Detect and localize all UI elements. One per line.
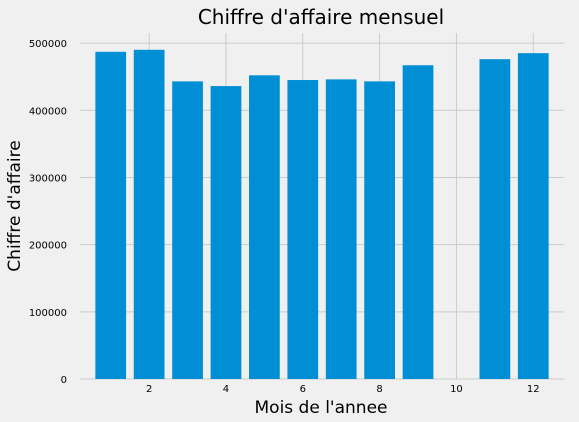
x-axis-label: Mois de l'annee bbox=[255, 398, 388, 418]
x-tick-label: 12 bbox=[527, 384, 540, 395]
chart-title: Chiffre d'affaire mensuel bbox=[198, 5, 444, 29]
y-tick-label: 400000 bbox=[29, 106, 67, 117]
bar bbox=[249, 75, 280, 380]
bar bbox=[210, 86, 242, 379]
bar bbox=[364, 81, 395, 380]
bar bbox=[402, 65, 434, 380]
y-tick-label: 300000 bbox=[29, 173, 67, 184]
bar bbox=[517, 53, 549, 380]
bar bbox=[479, 59, 511, 380]
bars bbox=[95, 49, 549, 380]
bar bbox=[133, 49, 165, 380]
x-tick-label: 10 bbox=[450, 384, 463, 395]
bar bbox=[287, 80, 319, 380]
y-tick-label: 500000 bbox=[29, 39, 67, 50]
bar bbox=[325, 79, 357, 379]
x-tick-label: 8 bbox=[376, 384, 382, 395]
y-axis-label: Chiffre d'affaire bbox=[5, 140, 25, 271]
y-tick-label: 0 bbox=[61, 375, 67, 386]
tick-labels: 0 100000 200000 300000 400000 500000 2 4 6 8 10 12 bbox=[29, 39, 540, 395]
x-tick-label: 4 bbox=[223, 384, 229, 395]
bar bbox=[95, 51, 127, 380]
x-tick-label: 6 bbox=[300, 384, 306, 395]
x-tick-label: 2 bbox=[146, 384, 152, 395]
bar bbox=[172, 81, 203, 380]
y-tick-label: 200000 bbox=[29, 241, 67, 252]
y-tick-label: 100000 bbox=[29, 308, 67, 319]
